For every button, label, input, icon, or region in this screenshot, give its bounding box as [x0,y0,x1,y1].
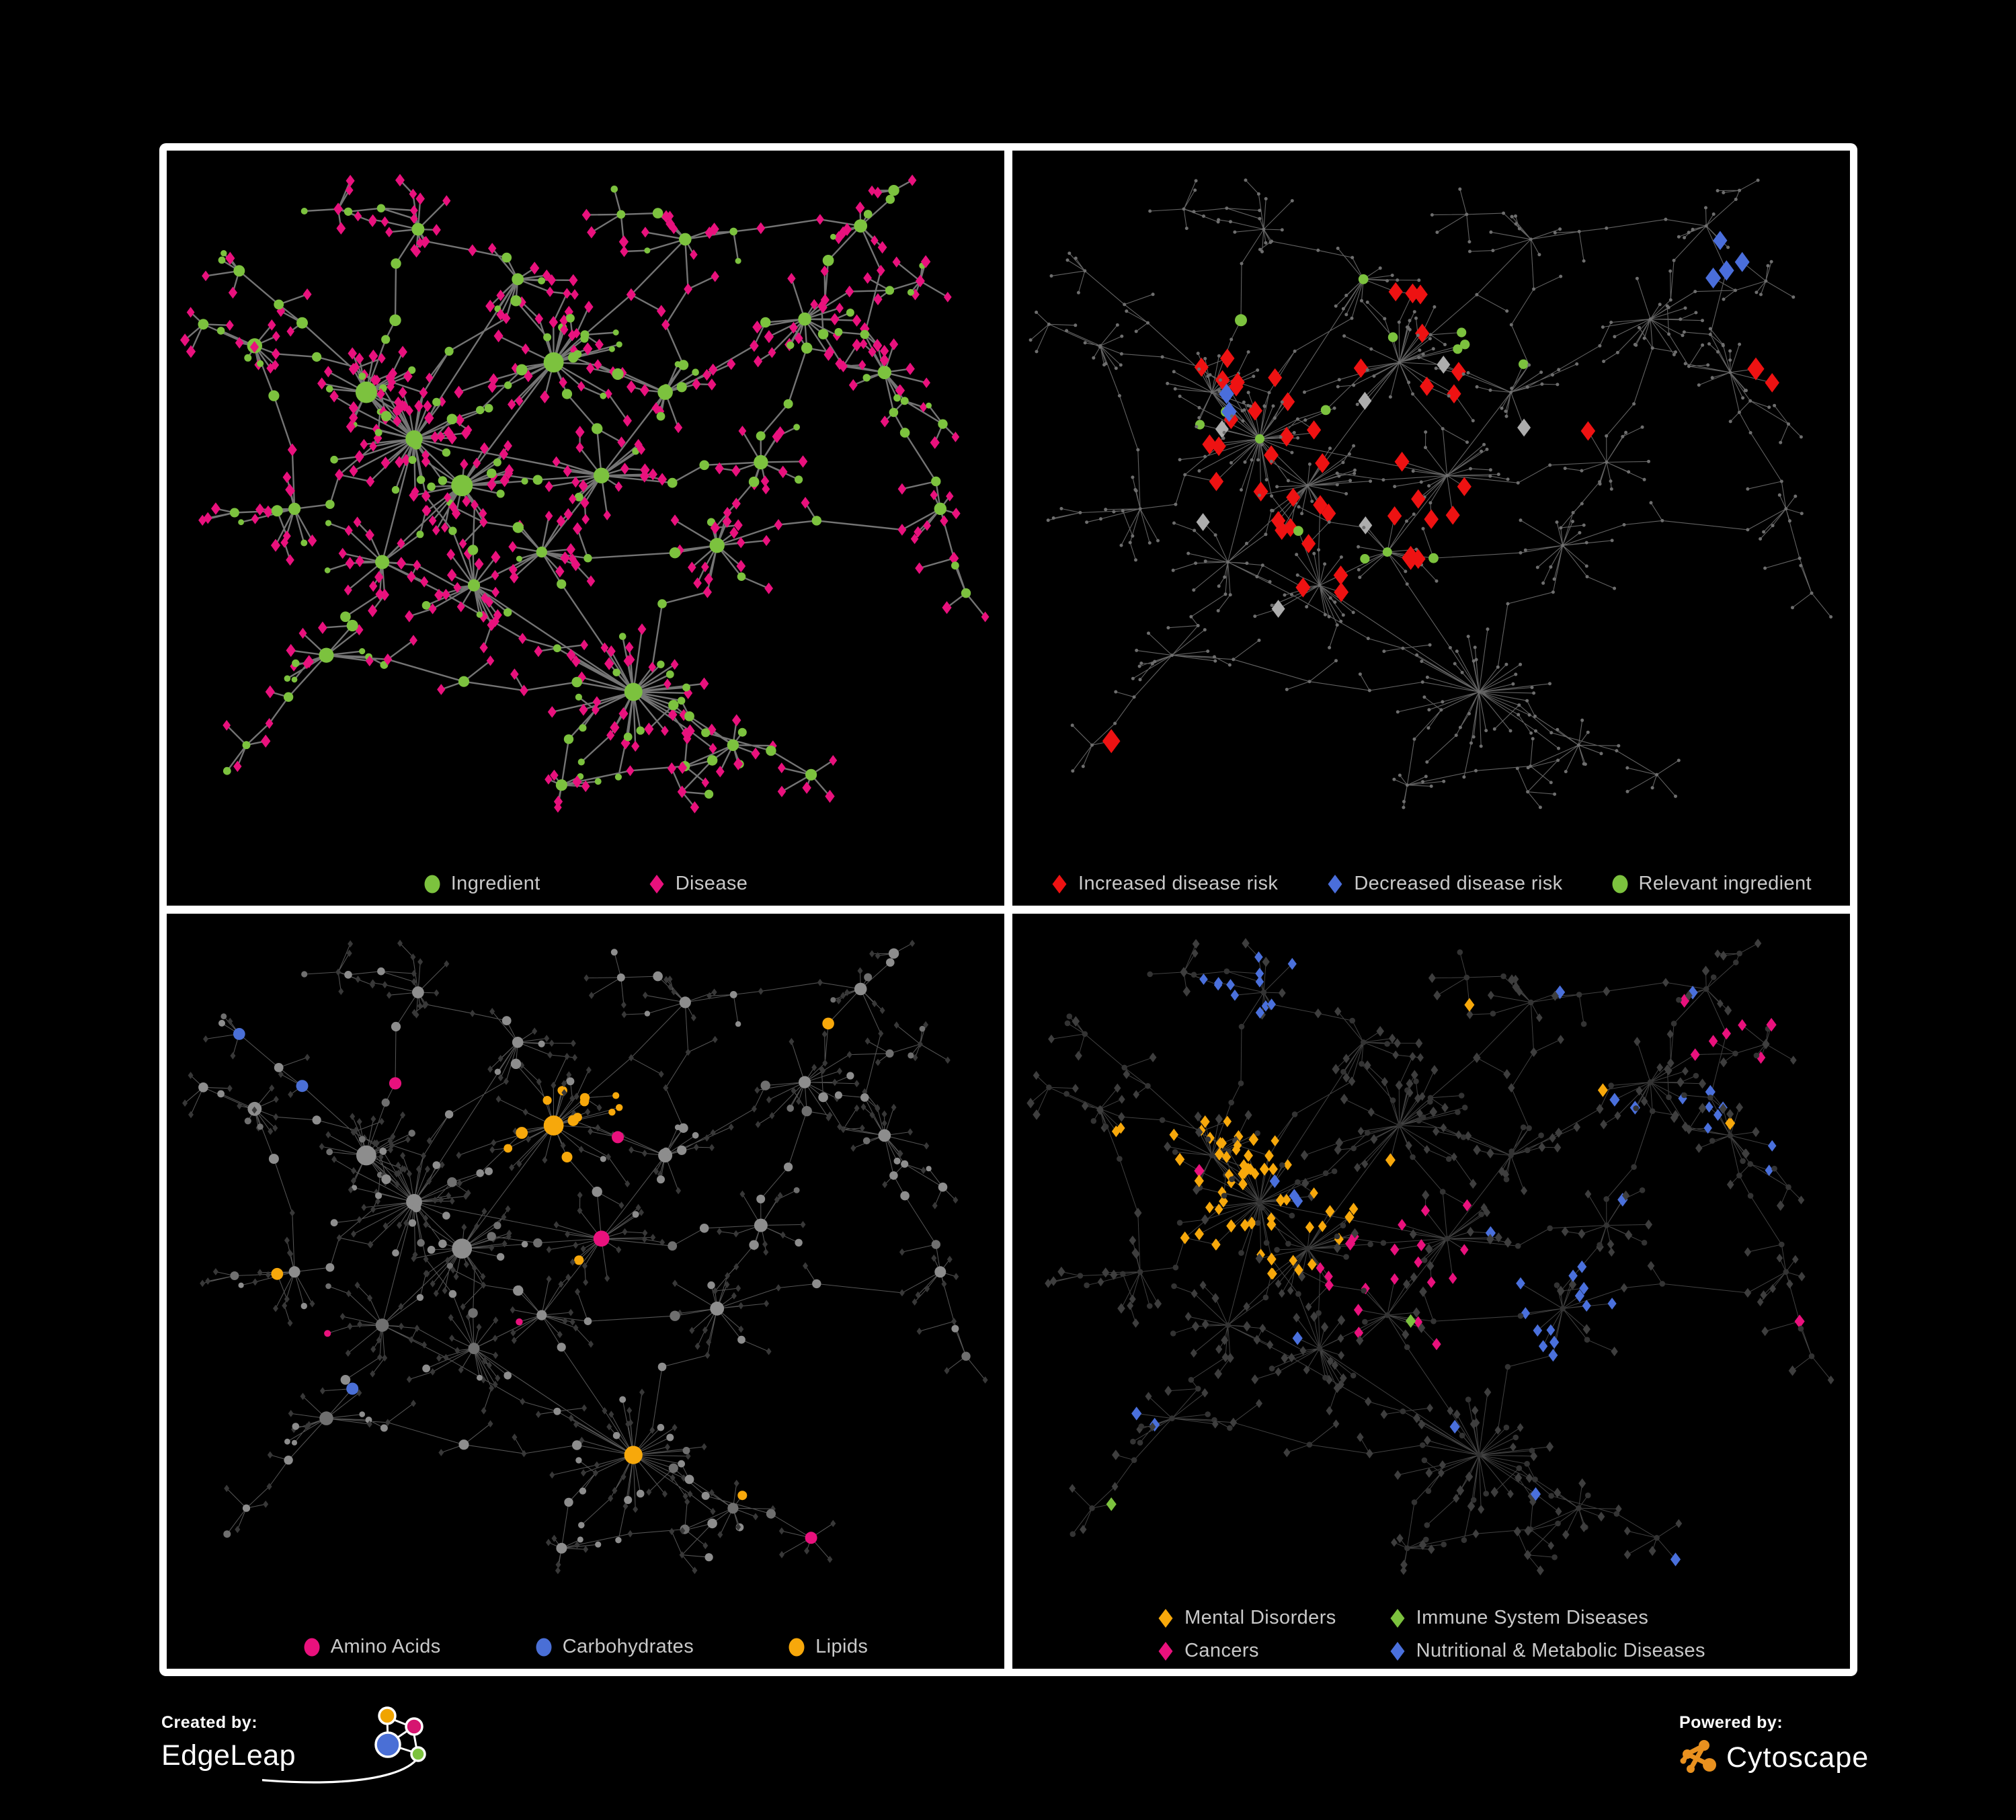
nodes-layer [180,173,990,814]
legend-label: Disease [675,873,748,894]
legend-label: Relevant ingredient [1638,873,1812,894]
panel-grid: Ingredient Disease Increased disease risk… [159,143,1857,1676]
network-graph-disease-categories [1026,938,1834,1576]
legend-item: Lipids [788,1636,868,1658]
legend-item: Relevant ingredient [1611,873,1812,895]
cytoscape-branding: Powered by: Cytoscape [1679,1713,2002,1807]
legend-item: Carbohydrates [535,1636,694,1658]
network-graph-nutrient-classes [182,939,988,1575]
panel-nutrient-classes: Amino Acids Carbohydrates Lipids [167,914,1004,1669]
cytoscape-wordmark: Cytoscape [1726,1741,1869,1774]
cytoscape-logo-icon [1680,1740,1716,1773]
nodes-layer [1026,938,1834,1576]
edges-layer [1030,943,1831,1571]
legend-marker-diamond [1328,874,1342,894]
panel-ingredient-disease: Ingredient Disease [167,151,1004,906]
legend-item: Ingredient [424,873,540,895]
legend-disease-risk: Increased disease risk Decreased disease … [1012,873,1850,895]
nodes-layer [1029,178,1833,809]
edgeleap-logo-icon [262,1706,426,1784]
legend-marker-circle [536,1638,552,1656]
network-graph-disease-risk [1029,178,1833,809]
panel-disease-categories: Mental Disorders Immune System Diseases Ca… [1012,914,1850,1669]
legend-label: Lipids [815,1636,869,1657]
legend-item: Amino Acids [303,1636,441,1658]
legend-marker-diamond [1158,1641,1173,1661]
edgeleap-wordmark: EdgeLeap [161,1739,296,1772]
legend-marker-diamond [1158,1608,1173,1628]
legend-label: Decreased disease risk [1354,873,1563,894]
legend-marker-circle [789,1638,805,1656]
edgeleap-branding: Created by: EdgeLeap [161,1706,484,1818]
legend-label: Increased disease risk [1078,873,1279,894]
legend-label: Mental Disorders [1184,1607,1336,1628]
legend-disease-categories: Mental Disorders Immune System Diseases Ca… [1012,1607,1850,1662]
legend-marker-circle [304,1638,320,1656]
legend-item: Mental Disorders [1157,1607,1336,1629]
edges-layer [184,943,986,1571]
legend-item: Increased disease risk [1051,873,1278,895]
panel-disease-risk: Increased disease risk Decreased disease … [1012,151,1850,906]
legend-label: Nutritional & Metabolic Diseases [1416,1640,1705,1661]
nodes-layer [182,939,988,1575]
legend-item: Immune System Diseases [1389,1607,1705,1629]
legend-marker-diamond [649,874,664,894]
legend-item: Cancers [1157,1640,1336,1662]
legend-item: Nutritional & Metabolic Diseases [1389,1640,1705,1662]
powered-by-label: Powered by: [1679,1713,1783,1732]
network-graph-ingredient-disease [180,173,990,814]
legend-label: Ingredient [450,873,540,894]
legend-ingredient-disease: Ingredient Disease [167,873,1004,895]
created-by-label: Created by: [161,1713,258,1732]
legend-label: Cancers [1184,1640,1259,1661]
legend-label: Immune System Diseases [1416,1607,1649,1628]
legend-nutrient-classes: Amino Acids Carbohydrates Lipids [167,1636,1004,1658]
legend-marker-diamond [1390,1641,1405,1661]
legend-label: Amino Acids [330,1636,441,1657]
legend-item: Disease [648,873,748,895]
legend-label: Carbohydrates [562,1636,694,1657]
legend-marker-diamond [1390,1608,1405,1628]
legend-marker-diamond [1052,874,1067,894]
legend-item: Decreased disease risk [1326,873,1562,895]
legend-marker-circle [1612,875,1628,893]
legend-marker-circle [424,875,440,893]
